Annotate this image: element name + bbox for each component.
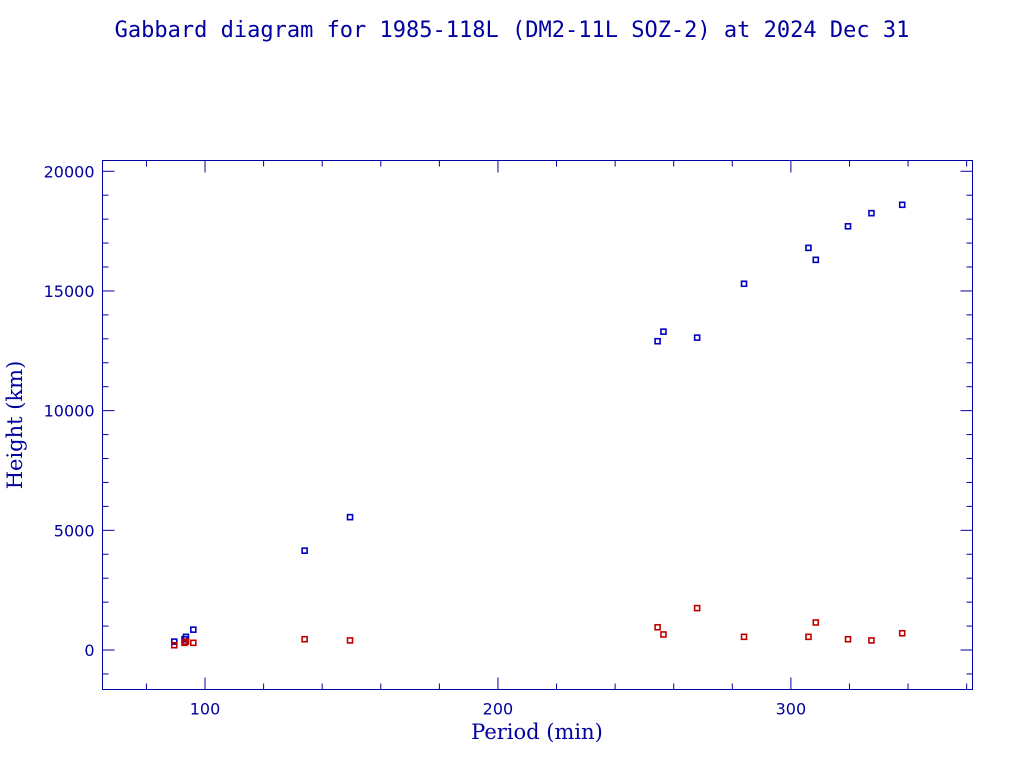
x-tick-label: 200 xyxy=(483,700,514,719)
apogee-point xyxy=(740,280,748,288)
plot-frame xyxy=(102,160,973,690)
perigee-point xyxy=(170,641,178,649)
apogee-point xyxy=(301,547,308,554)
y-tick-label: 20000 xyxy=(44,162,95,181)
perigee-point xyxy=(301,635,308,643)
data-points xyxy=(170,201,906,649)
x-tick-label: 300 xyxy=(776,700,807,719)
apogee-point xyxy=(346,513,354,521)
chart-title: Gabbard diagram for 1985-118L (DM2-11L S… xyxy=(115,18,910,43)
perigee-point xyxy=(740,633,748,641)
apogee-point xyxy=(660,328,667,335)
perigee-point xyxy=(346,637,354,644)
perigee-point xyxy=(844,635,852,643)
apogee-point xyxy=(844,223,852,230)
perigee-point xyxy=(812,619,820,626)
apogee-point xyxy=(190,626,197,633)
perigee-point xyxy=(868,637,875,644)
apogee-point xyxy=(805,244,812,252)
y-tick-label: 10000 xyxy=(44,402,95,421)
axis-ticks xyxy=(102,160,973,690)
apogee-point xyxy=(898,201,906,209)
apogee-point xyxy=(868,209,875,217)
y-tick-label: 0 xyxy=(84,641,94,660)
apogee-point xyxy=(693,334,701,341)
perigee-point xyxy=(181,639,188,647)
apogee-point xyxy=(170,638,178,645)
perigee-point xyxy=(190,639,197,647)
y-axis-label: Height (km) xyxy=(3,361,27,490)
perigee-point xyxy=(660,631,667,638)
x-tick-label: 100 xyxy=(190,700,221,719)
axis-tick-labels: 100 200 300 0 5000 10000 15000 20000 xyxy=(44,162,807,718)
perigee-point xyxy=(898,629,906,637)
y-tick-label: 5000 xyxy=(54,521,95,540)
y-tick-label: 15000 xyxy=(44,282,95,301)
perigee-point xyxy=(693,604,701,612)
perigee-point xyxy=(182,638,190,645)
apogee-point xyxy=(812,256,820,264)
perigee-point xyxy=(805,633,812,641)
x-axis-label: Period (min) xyxy=(471,720,603,744)
apogee-point xyxy=(654,337,661,345)
perigee-point xyxy=(654,623,661,631)
